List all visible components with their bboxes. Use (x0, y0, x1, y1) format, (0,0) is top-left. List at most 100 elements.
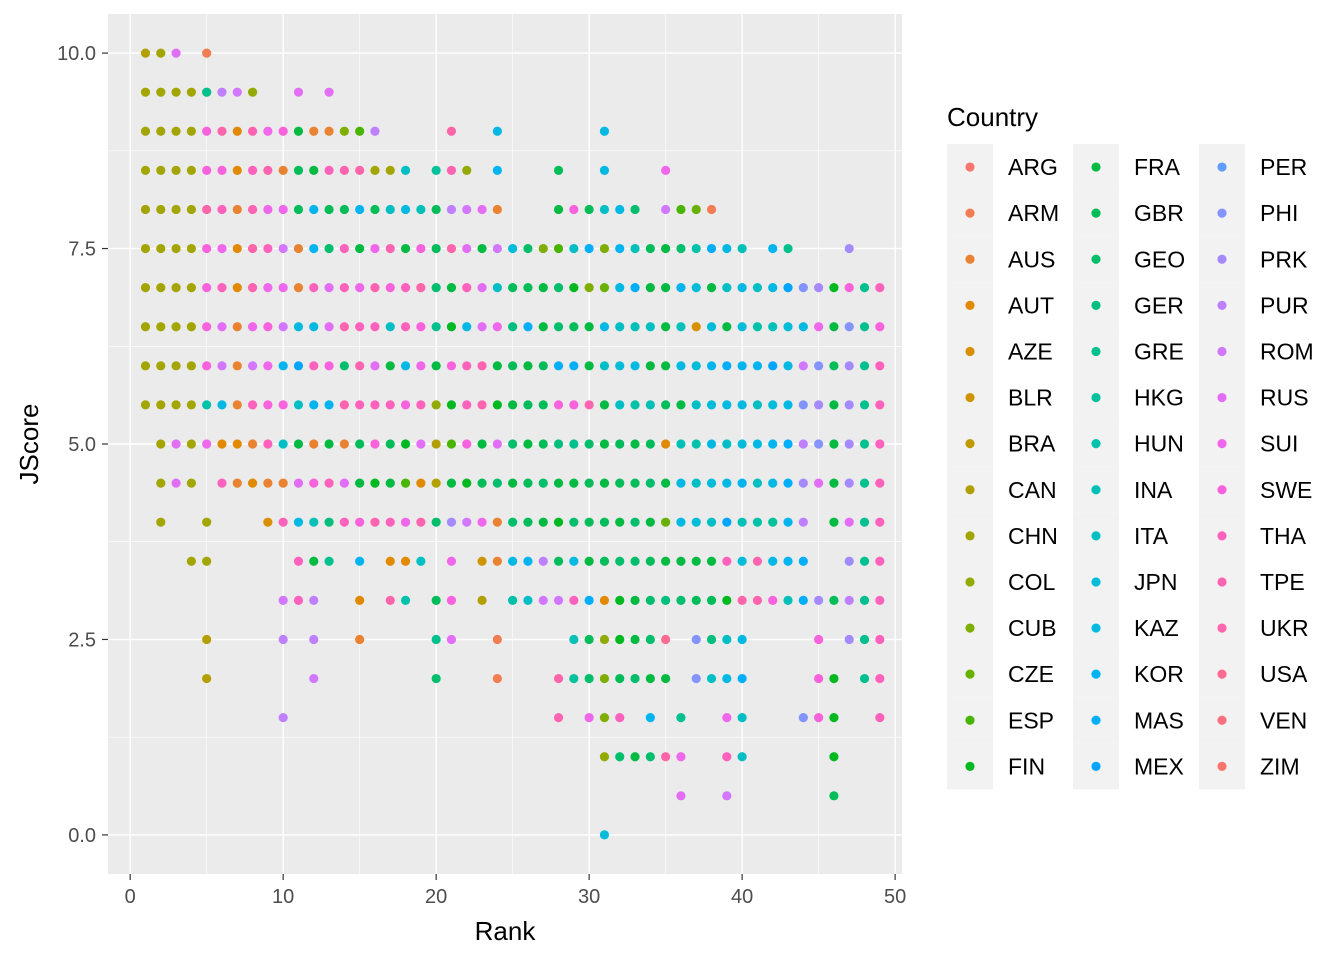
data-point (309, 361, 319, 371)
legend-label: USA (1260, 661, 1308, 687)
data-point (768, 517, 778, 527)
data-point (859, 595, 870, 605)
data-point (706, 204, 717, 215)
data-point (875, 322, 885, 332)
data-point (768, 556, 778, 566)
data-point (829, 478, 839, 488)
data-point (829, 752, 839, 762)
data-point (477, 595, 487, 605)
data-point (569, 243, 579, 254)
data-point (232, 361, 242, 371)
legend-key (1091, 577, 1101, 587)
data-point (645, 517, 655, 527)
data-point (232, 478, 242, 488)
data-point (278, 361, 288, 371)
data-point (293, 439, 304, 449)
data-point (293, 204, 304, 215)
data-point (431, 204, 441, 215)
data-point (737, 322, 747, 332)
data-point (263, 243, 273, 254)
data-point (247, 243, 258, 254)
legend-label: RUS (1260, 385, 1309, 411)
data-point (202, 634, 212, 645)
legend-key (1217, 531, 1227, 541)
data-point (400, 517, 411, 527)
data-point (355, 478, 365, 488)
legend-label: VEN (1260, 707, 1307, 733)
data-point (691, 634, 701, 645)
data-point (385, 400, 395, 410)
data-point (599, 204, 610, 215)
data-point (798, 361, 808, 371)
data-point (278, 517, 288, 527)
data-point (661, 478, 671, 488)
legend-label: FRA (1134, 154, 1181, 180)
data-point (278, 283, 288, 293)
data-point (676, 400, 686, 410)
data-point (446, 283, 457, 293)
data-point (355, 400, 365, 410)
data-point (814, 361, 824, 371)
data-point (156, 361, 166, 371)
data-point (706, 361, 717, 371)
data-point (768, 478, 778, 488)
data-point (278, 478, 288, 488)
data-point (844, 439, 854, 449)
data-point (722, 791, 732, 801)
data-point (293, 595, 304, 605)
data-point (508, 556, 518, 566)
data-point (355, 634, 365, 645)
data-point (171, 48, 181, 58)
data-point (844, 400, 854, 410)
data-point (523, 283, 533, 293)
data-point (263, 126, 273, 136)
data-point (171, 87, 181, 97)
data-point (569, 478, 579, 488)
legend-key (965, 392, 975, 403)
data-point (508, 478, 518, 488)
data-point (752, 478, 763, 488)
legend-label: FIN (1008, 753, 1045, 779)
data-point (477, 283, 487, 293)
legend-label: SWE (1260, 477, 1312, 503)
data-point (584, 517, 594, 527)
data-point (783, 400, 793, 410)
legend-label: HKG (1134, 385, 1184, 411)
data-point (599, 673, 610, 684)
data-point (645, 400, 655, 410)
data-point (783, 322, 793, 332)
data-point (645, 243, 655, 254)
data-point (569, 361, 579, 371)
legend-label: ARG (1008, 154, 1058, 180)
data-point (462, 204, 472, 215)
data-point (462, 322, 472, 332)
data-point (278, 400, 288, 410)
data-point (706, 283, 717, 293)
data-point (263, 517, 273, 527)
data-point (171, 126, 181, 136)
data-point (875, 556, 885, 566)
data-point (798, 400, 808, 410)
data-point (156, 400, 166, 410)
data-point (171, 439, 181, 449)
data-point (186, 322, 196, 332)
data-point (737, 752, 747, 762)
data-point (538, 361, 548, 371)
data-point (232, 243, 242, 254)
x-tick-label: 20 (425, 886, 447, 908)
data-point (538, 243, 548, 254)
data-point (523, 478, 533, 488)
data-point (309, 283, 319, 293)
data-point (798, 713, 808, 723)
data-point (477, 478, 487, 488)
data-point (599, 322, 610, 332)
data-point (737, 243, 747, 254)
data-point (293, 400, 304, 410)
data-point (446, 556, 457, 566)
data-point (508, 595, 518, 605)
data-point (339, 204, 349, 215)
data-point (156, 48, 166, 58)
data-point (217, 322, 227, 332)
data-point (156, 517, 166, 527)
data-point (416, 243, 426, 254)
